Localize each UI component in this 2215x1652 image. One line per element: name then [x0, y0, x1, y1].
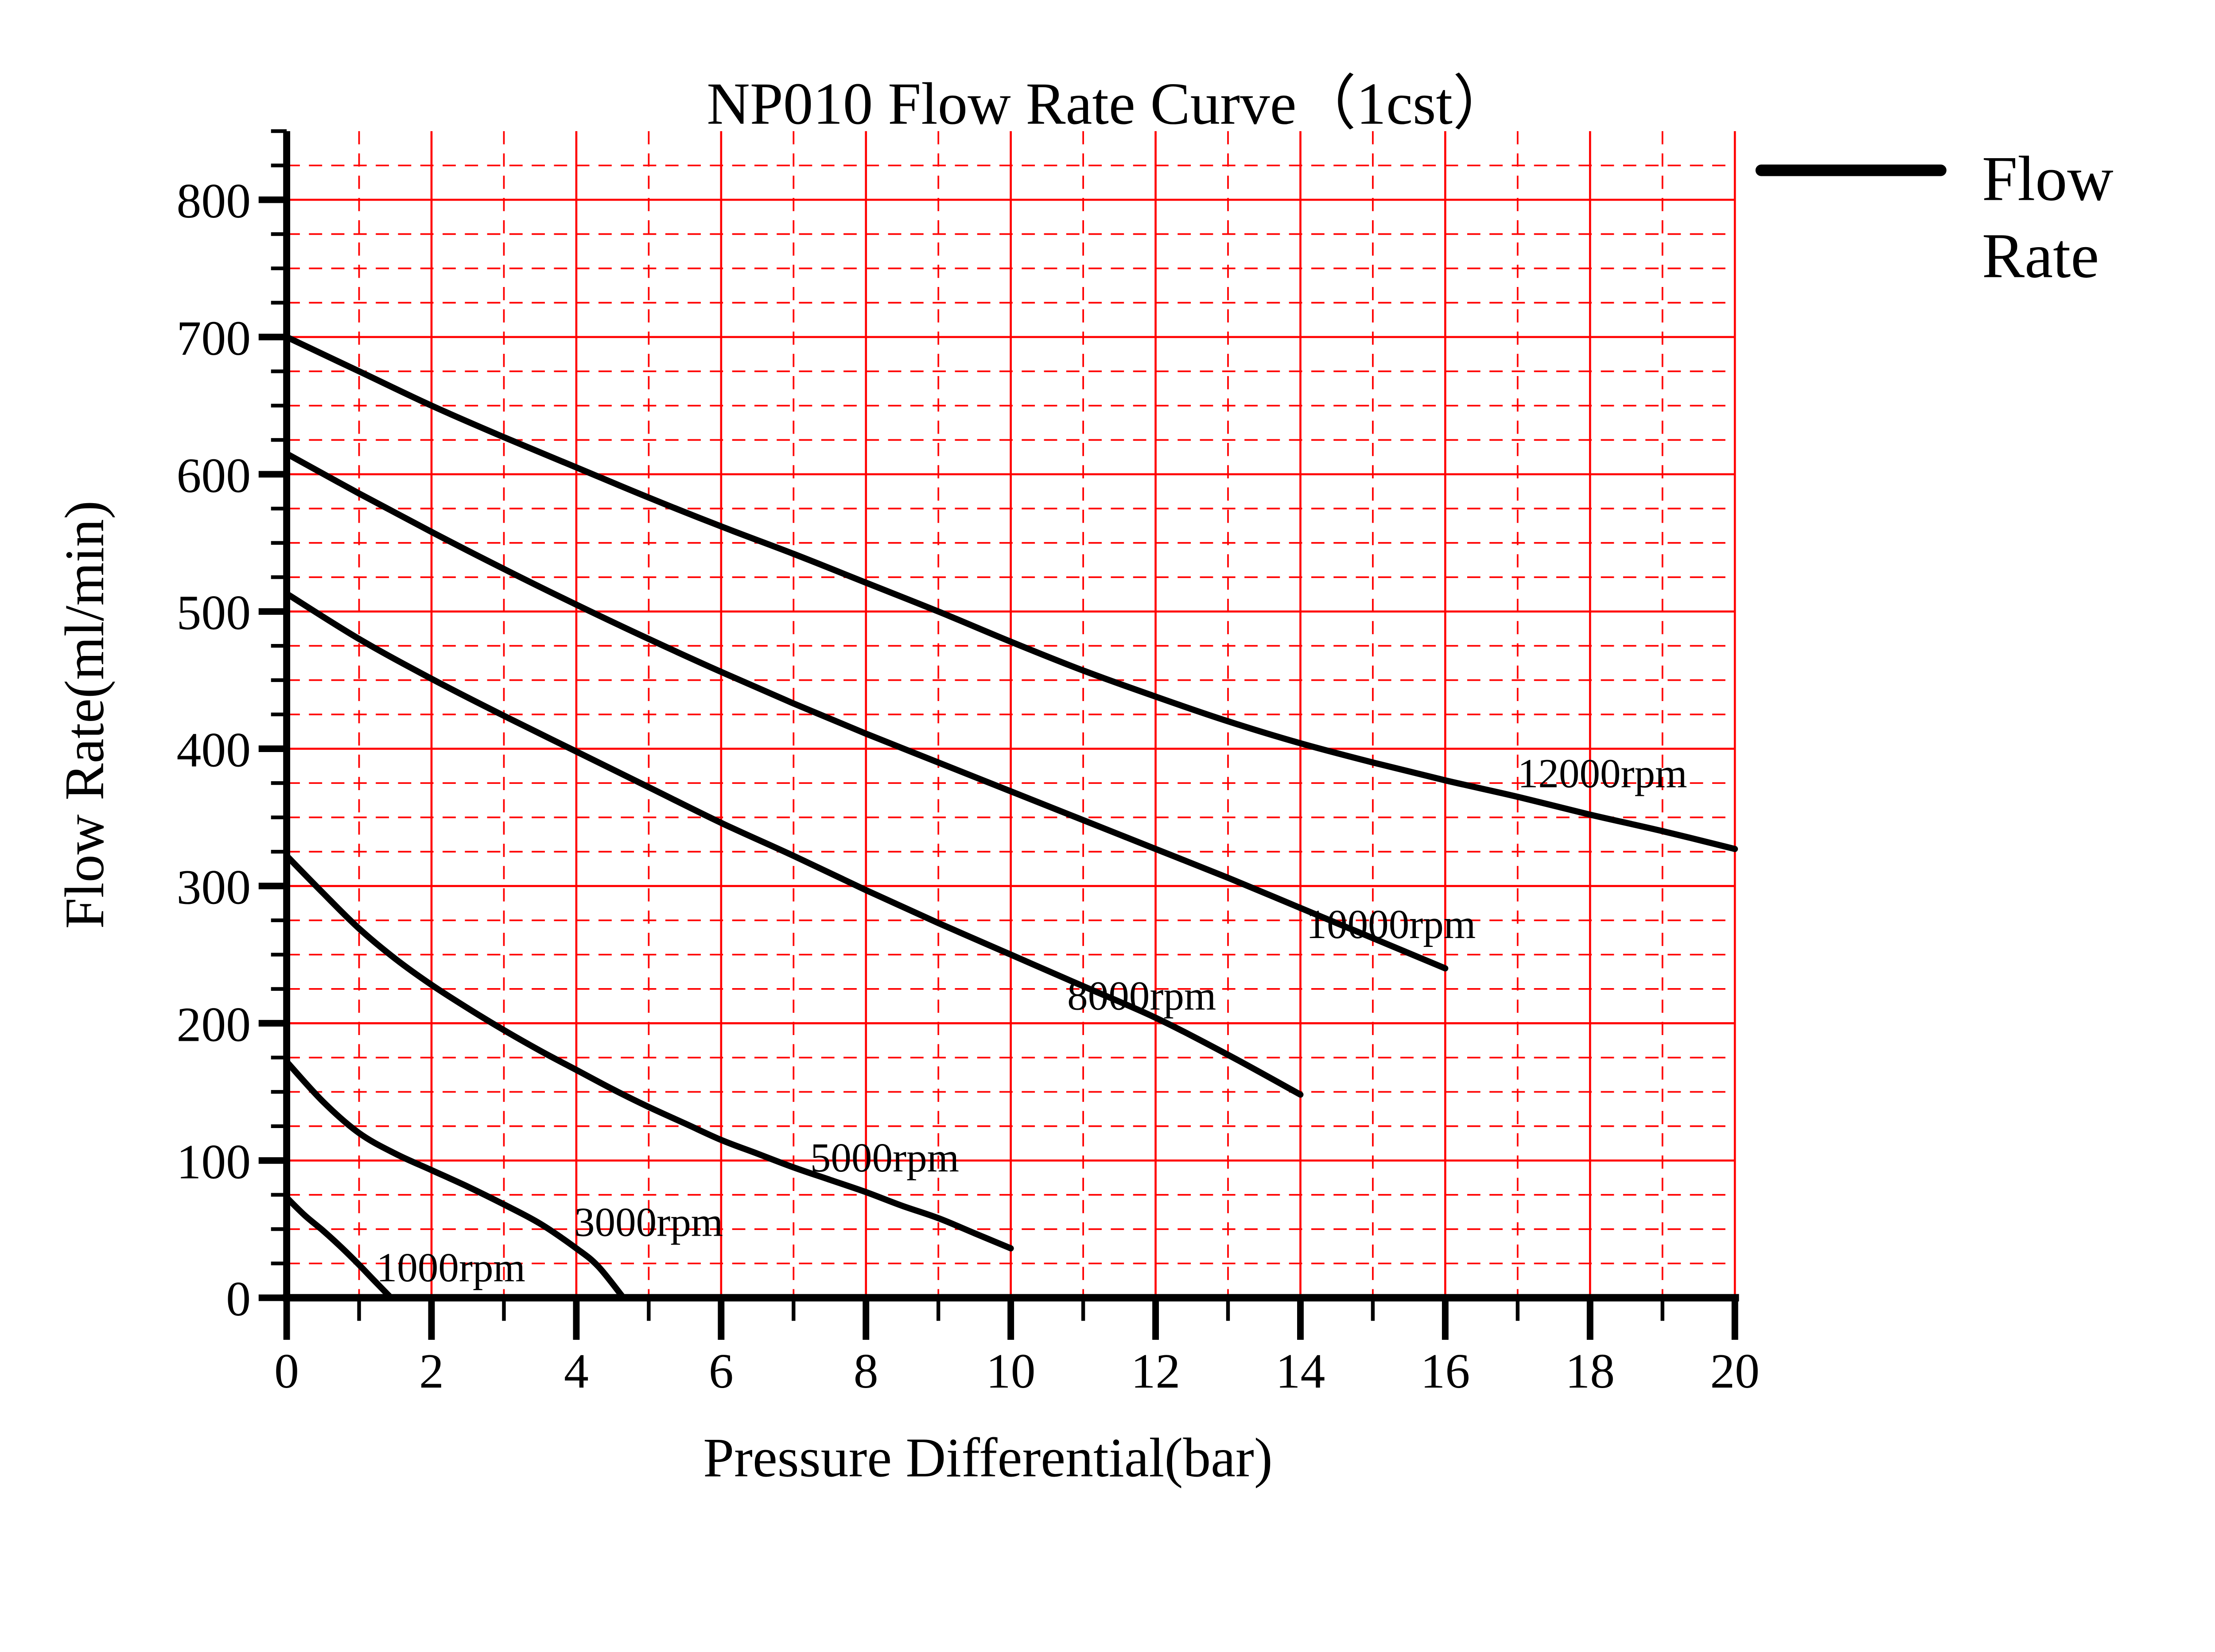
y-tick-label: 700 [177, 311, 251, 366]
curve-label-8000rpm: 8000rpm [1067, 973, 1216, 1019]
curve-label-1000rpm: 1000rpm [377, 1245, 525, 1291]
x-tick-label: 6 [709, 1344, 734, 1399]
curve-label-12000rpm: 12000rpm [1518, 751, 1687, 796]
flow-rate-curves [284, 334, 1738, 1301]
x-tick-label: 2 [419, 1344, 444, 1399]
curve-label-5000rpm: 5000rpm [810, 1135, 959, 1181]
curve-label-3000rpm: 3000rpm [574, 1200, 723, 1245]
x-tick-label: 4 [564, 1344, 589, 1399]
y-tick-label: 200 [177, 997, 251, 1052]
y-tick-label: 0 [226, 1272, 251, 1326]
x-tick-label: 0 [274, 1344, 299, 1399]
x-tick-label: 8 [854, 1344, 878, 1399]
y-tick-label: 100 [177, 1134, 251, 1189]
legend: Flow Rate [1755, 143, 2114, 291]
legend-label-line2: Rate [1982, 221, 2099, 291]
chart-page: 0 100 200 300 400 500 600 700 800 0 2 4 6 8 10 12 14 16 18… [54, 71, 2114, 1489]
x-tick-label: 12 [1131, 1344, 1181, 1399]
y-tick-label: 300 [177, 860, 251, 915]
grid-lines [287, 131, 1736, 1298]
y-tick-label: 600 [177, 448, 251, 503]
tick-labels: 0 100 200 300 400 500 600 700 800 0 2 4 6 8 10 12 14 16 18… [177, 174, 1760, 1399]
x-axis-title: Pressure Differential(bar) [703, 1427, 1272, 1489]
curve-1000rpm [284, 1194, 394, 1301]
curve-3000rpm [284, 1059, 627, 1301]
curve-5000rpm [284, 853, 1014, 1252]
curve-8000rpm [284, 590, 1304, 1098]
curve-label-10000rpm: 10000rpm [1306, 902, 1476, 947]
y-axis-title: Flow Rate(ml/min) [54, 500, 116, 929]
curve-12000rpm [284, 334, 1738, 852]
axes-and-ticks [258, 129, 1739, 1340]
curve-rpm-labels: 12000rpm 10000rpm 8000rpm 5000rpm 3000rpm 100… [377, 751, 1687, 1291]
y-tick-label: 400 [177, 723, 251, 778]
x-tick-label: 20 [1710, 1344, 1760, 1399]
x-tick-label: 16 [1421, 1344, 1470, 1399]
x-tick-label: 10 [986, 1344, 1036, 1399]
legend-label-line1: Flow [1982, 143, 2114, 214]
curve-10000rpm [284, 450, 1449, 972]
chart-title: NP010 Flow Rate Curve（1cst） [707, 71, 1512, 137]
flow-rate-chart: 0 100 200 300 400 500 600 700 800 0 2 4 6 8 10 12 14 16 18… [54, 71, 2114, 1489]
x-tick-label: 18 [1565, 1344, 1615, 1399]
y-tick-label: 800 [177, 174, 251, 229]
y-tick-label: 500 [177, 586, 251, 640]
x-tick-label: 14 [1276, 1344, 1325, 1399]
